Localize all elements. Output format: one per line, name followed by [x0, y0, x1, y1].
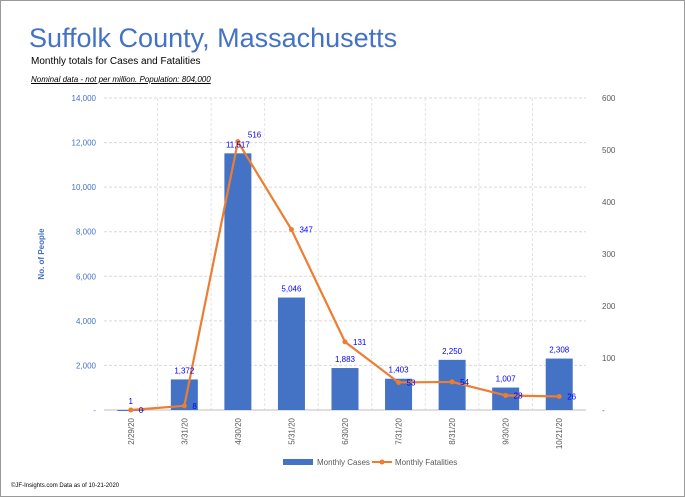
fatality-point — [342, 339, 348, 345]
fatality-point — [288, 227, 294, 233]
cases-data-label: 1,403 — [389, 366, 410, 375]
fatalities-data-label: 516 — [248, 131, 262, 140]
y2-tick-label: 400 — [602, 198, 616, 207]
fatality-point — [556, 393, 562, 399]
chart-title: Suffolk County, Massachusetts — [29, 23, 398, 53]
fatalities-data-label: 131 — [353, 338, 367, 347]
fatality-point — [128, 407, 134, 413]
fatality-point — [503, 392, 509, 398]
cases-data-label: 1,007 — [496, 375, 517, 384]
y-tick-label: - — [93, 406, 96, 415]
fatality-point — [449, 379, 455, 385]
cases-data-label: 11,517 — [226, 140, 250, 149]
x-tick-label: 2/29/20 — [127, 417, 136, 444]
cases-data-label: 1 — [129, 397, 134, 406]
footer-credit: ©JF-Insights.com Data as of 10-21-2020 — [11, 483, 120, 489]
y-tick-label: 6,000 — [76, 272, 97, 281]
x-tick-label: 8/31/20 — [448, 417, 457, 444]
chart-subtitle: Monthly totals for Cases and Fatalities — [31, 56, 201, 67]
bar-monthly-cases — [545, 358, 573, 410]
cases-data-label: 2,250 — [442, 347, 463, 356]
y2-tick-label: 600 — [602, 94, 616, 103]
y-tick-label: 10,000 — [72, 183, 97, 192]
x-tick-label: 9/30/20 — [502, 417, 511, 444]
y-tick-label: 14,000 — [72, 94, 97, 103]
y2-tick-label: 200 — [602, 302, 616, 311]
legend-swatch-cases — [283, 459, 313, 465]
fatalities-data-label: 28 — [514, 391, 523, 400]
y-tick-label: 4,000 — [76, 317, 97, 326]
x-tick-label: 7/31/20 — [395, 417, 404, 444]
fatality-point — [181, 403, 187, 409]
legend-label-fatalities: Monthly Fatalities — [395, 458, 457, 467]
fatalities-data-label: 0 — [139, 406, 144, 415]
y2-tick-label: 100 — [602, 354, 616, 363]
x-tick-label: 3/31/20 — [180, 417, 189, 444]
cases-data-label: 1,372 — [174, 366, 195, 375]
legend-label-cases: Monthly Cases — [317, 458, 370, 467]
legend-marker-fatalities — [379, 459, 385, 465]
cases-data-label: 2,308 — [549, 346, 570, 355]
y-tick-label: 2,000 — [76, 361, 97, 370]
bar-monthly-cases — [277, 297, 305, 410]
x-tick-label: 6/30/20 — [341, 417, 350, 444]
fatality-point — [235, 139, 241, 145]
y-tick-label: 8,000 — [76, 228, 97, 237]
x-tick-label: 4/30/20 — [234, 417, 243, 444]
bar-monthly-cases — [224, 153, 252, 410]
fatalities-data-label: 8 — [192, 402, 197, 411]
bar-monthly-cases — [331, 368, 359, 410]
fatalities-data-label: 26 — [567, 392, 576, 401]
cases-data-label: 1,883 — [335, 355, 356, 364]
fatalities-data-label: 53 — [407, 378, 416, 387]
y-axis-title: No. of People — [37, 228, 46, 280]
y2-tick-label: 500 — [602, 146, 616, 155]
y2-tick-label: 300 — [602, 250, 616, 259]
fatality-point — [396, 379, 402, 385]
fatalities-data-label: 54 — [460, 378, 469, 387]
y-tick-label: 12,000 — [72, 139, 97, 148]
x-tick-label: 10/21/20 — [555, 417, 564, 449]
cases-data-label: 5,046 — [281, 285, 302, 294]
population-note: Nominal data - not per million. Populati… — [31, 75, 211, 84]
fatalities-data-label: 347 — [299, 226, 313, 235]
x-tick-label: 5/31/20 — [287, 417, 296, 444]
y2-tick-label: - — [602, 406, 605, 415]
